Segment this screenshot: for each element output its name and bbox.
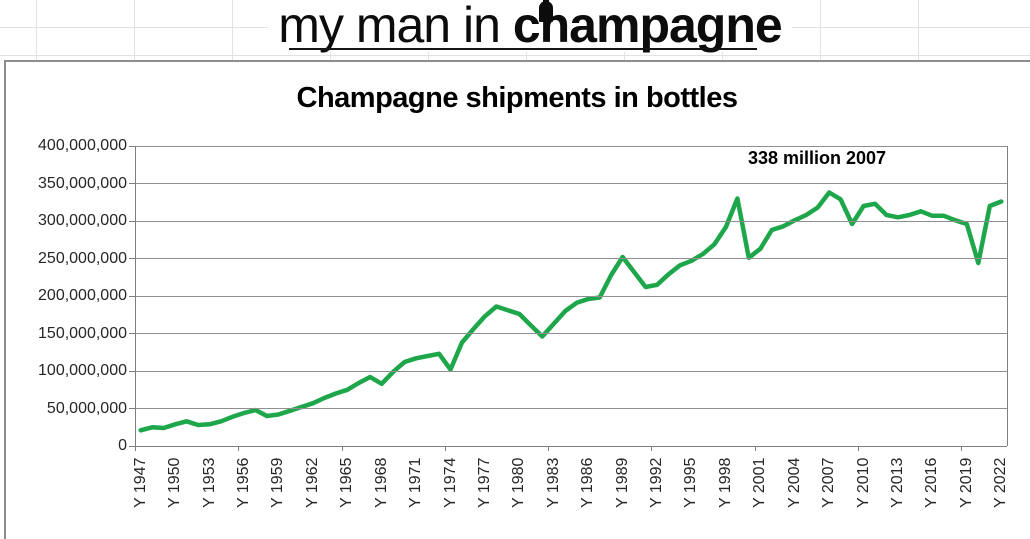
x-axis-label: Y 1998 [716,457,734,508]
x-axis-label: Y 2010 [854,457,872,508]
y-gridline [135,220,1007,222]
logo-underline [289,48,757,50]
y-gridline [135,370,1007,372]
x-axis-label: Y 1971 [407,457,425,508]
x-axis-label: Y 1974 [441,457,459,508]
x-axis-label: Y 1950 [166,457,184,508]
y-axis-tick [129,220,135,222]
y-axis-label: 350,000,000 [38,174,127,192]
y-axis-label: 150,000,000 [38,324,127,342]
my-man-in-champagne-logo[interactable]: my man in champagne [268,0,792,52]
x-axis-tick [754,446,756,451]
y-axis-tick [129,370,135,372]
x-axis-label: Y 1977 [475,457,493,508]
x-axis-label: Y 2004 [785,457,803,508]
y-axis-tick [129,445,135,447]
y-gridline [135,333,1007,334]
x-axis-label: Y 1959 [269,457,287,508]
logo-text-light: my man in [278,0,513,53]
logo-text-bold-rest: ampagne [569,0,783,53]
x-axis-label: Y 1956 [235,457,252,508]
x-axis-label: Y 2001 [751,457,769,508]
y-axis-tick [129,295,135,297]
x-axis-label: Y 1986 [579,457,597,508]
x-axis-label: Y 1989 [613,457,631,508]
x-axis-label: Y 1995 [682,457,700,508]
x-axis-label: Y 1953 [200,457,218,508]
y-axis-label: 0 [118,437,127,454]
x-axis-label: Y 1983 [544,457,562,508]
y-axis-line [134,146,136,446]
y-gridline [135,258,1007,259]
x-axis-label: Y 2022 [992,457,1010,508]
plot-right-border [1006,146,1008,446]
x-axis-tick [651,446,653,451]
y-axis-tick [129,183,135,184]
champagne-bottle-icon: h [538,0,570,53]
y-axis-label: 250,000,000 [38,249,127,267]
y-gridline [135,408,1007,409]
x-axis-label: Y 2007 [820,457,838,508]
y-axis-label: 100,000,000 [38,362,127,379]
x-axis-tick [444,446,446,451]
y-axis-tick [129,408,135,409]
y-axis-tick [129,145,135,147]
x-axis-tick [135,446,136,451]
x-axis-line [135,445,1007,447]
x-axis-label: Y 2013 [889,457,906,508]
y-axis-label: 300,000,000 [38,212,127,229]
y-axis-tick [129,333,135,334]
x-axis-label: Y 1947 [131,457,149,508]
x-axis-tick [238,446,240,451]
x-axis-label: Y 2016 [923,457,941,508]
y-gridline [135,183,1007,184]
logo-text-bold-c: c [512,0,541,53]
x-axis-tick [857,446,859,451]
x-axis-label: Y 1968 [372,457,390,508]
x-axis-label: Y 1992 [648,457,666,508]
x-axis-tick [548,446,550,451]
x-axis-tick [341,446,343,451]
y-axis-label: 200,000,000 [38,287,127,304]
y-axis-tick [129,258,135,259]
chart-title: Champagne shipments in bottles [296,82,739,114]
cell-row-border [0,55,1030,56]
y-axis-label: 50,000,000 [46,399,127,417]
x-axis-tick [961,446,963,451]
x-axis-label: Y 1965 [338,457,356,508]
x-axis-label: Y 1962 [303,457,321,508]
y-axis-label: 400,000,000 [38,137,127,154]
x-axis-label: Y 1980 [510,457,528,508]
x-axis-label: Y 2019 [957,457,975,508]
peak-annotation-label: 338 million 2007 [747,148,887,168]
y-gridline [135,145,1007,147]
y-gridline [135,295,1007,297]
